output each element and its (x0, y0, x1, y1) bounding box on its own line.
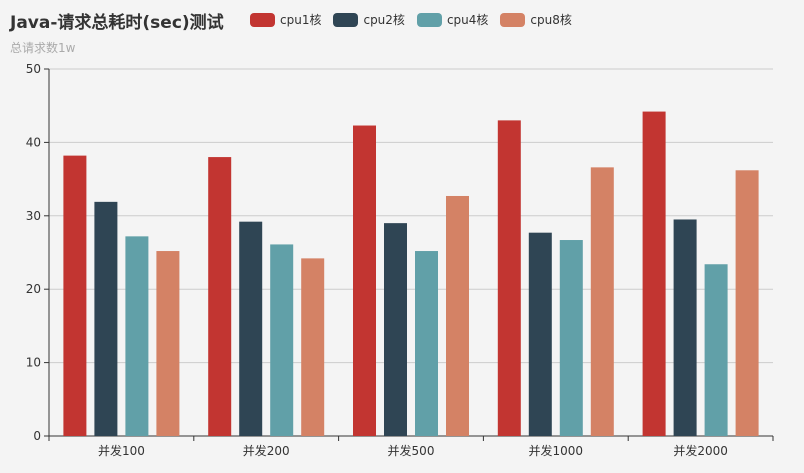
x-tick-label: 并发500 (388, 443, 435, 458)
legend-swatch-cpu2 (333, 12, 359, 27)
y-tick-label: 30 (26, 209, 41, 223)
x-tick-label: 并发2000 (673, 443, 728, 458)
bar (353, 125, 376, 436)
legend-item-cpu1[interactable]: cpu1核 (250, 11, 321, 28)
y-tick-label: 40 (26, 135, 41, 149)
y-tick-label: 0 (33, 429, 41, 443)
bar (156, 251, 180, 436)
bar (125, 236, 149, 436)
bar (528, 232, 552, 436)
y-tick-label: 10 (26, 356, 41, 370)
legend-item-cpu4[interactable]: cpu4核 (416, 11, 489, 28)
bar (673, 219, 697, 436)
bar (415, 251, 438, 436)
chart-legend: cpu1核 cpu2核 cpu4核 cpu8核 (250, 11, 584, 28)
y-tick-label: 50 (26, 62, 41, 76)
legend-item-cpu2[interactable]: cpu2核 (333, 11, 405, 28)
bar (384, 223, 407, 436)
legend-label-cpu1: cpu1核 (280, 13, 322, 27)
bar (239, 221, 263, 436)
chart-subtitle: 总请求数1w (10, 41, 76, 55)
bar (208, 157, 232, 436)
legend-swatch-cpu1 (250, 12, 275, 27)
bar (94, 201, 118, 436)
bar (704, 264, 728, 436)
bar (270, 244, 294, 436)
bar (301, 258, 325, 436)
x-tick-label: 并发100 (98, 443, 145, 458)
bar (446, 195, 469, 436)
legend-swatch-cpu8 (500, 12, 526, 27)
bar (497, 120, 521, 436)
legend-label-cpu2: cpu2核 (363, 13, 405, 27)
bar (559, 240, 583, 436)
y-tick-label: 20 (26, 282, 41, 296)
bar (735, 170, 759, 437)
x-tick-label: 并发1000 (529, 443, 584, 458)
legend-label-cpu8: cpu8核 (530, 13, 572, 27)
legend-swatch-cpu4 (416, 12, 442, 27)
chart-title: Java-请求总耗时(sec)测试 (10, 13, 224, 33)
legend-label-cpu4: cpu4核 (446, 13, 489, 27)
x-tick-label: 并发200 (243, 443, 290, 458)
bar (590, 167, 614, 436)
legend-item-cpu8[interactable]: cpu8核 (500, 11, 572, 28)
bar (642, 111, 666, 437)
bar (63, 155, 87, 436)
